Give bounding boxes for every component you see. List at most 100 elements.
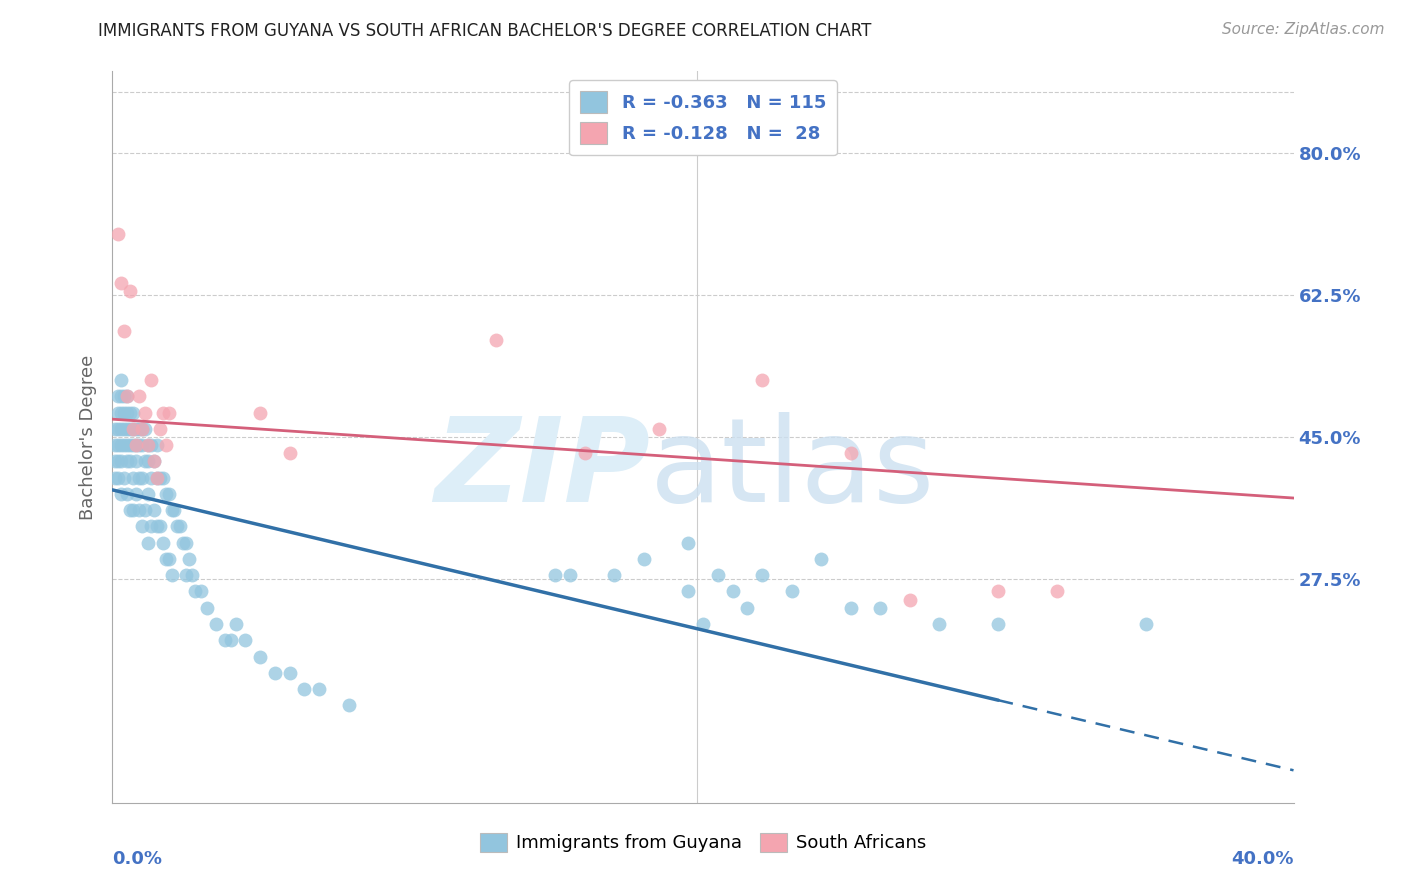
Point — [146, 438, 169, 452]
Point — [928, 617, 950, 632]
Point — [1046, 584, 1069, 599]
Point — [205, 617, 228, 632]
Point — [128, 389, 150, 403]
Point — [155, 552, 177, 566]
Point — [131, 422, 153, 436]
Point — [122, 438, 145, 452]
Point — [142, 454, 165, 468]
Point — [225, 617, 247, 632]
Point — [249, 649, 271, 664]
Point — [181, 568, 204, 582]
Point — [485, 333, 508, 347]
Point — [110, 276, 132, 290]
Point — [155, 438, 177, 452]
Point — [110, 406, 132, 420]
Point — [112, 406, 135, 420]
Point — [603, 568, 626, 582]
Point — [142, 454, 165, 468]
Point — [174, 568, 197, 582]
Point — [107, 422, 129, 436]
Point — [134, 406, 156, 420]
Point — [839, 600, 862, 615]
Point — [117, 389, 138, 403]
Point — [122, 471, 145, 485]
Point — [195, 600, 218, 615]
Point — [131, 519, 153, 533]
Point — [169, 519, 191, 533]
Point — [107, 471, 129, 485]
Point — [117, 406, 138, 420]
Point — [678, 535, 700, 549]
Point — [139, 438, 162, 452]
Point — [125, 438, 148, 452]
Point — [122, 406, 145, 420]
Point — [157, 487, 180, 501]
Point — [107, 227, 129, 241]
Point — [163, 503, 186, 517]
Point — [149, 422, 172, 436]
Point — [160, 568, 183, 582]
Point — [117, 487, 138, 501]
Point — [107, 438, 129, 452]
Point — [104, 471, 127, 485]
Point — [139, 471, 162, 485]
Point — [721, 584, 744, 599]
Point — [112, 438, 135, 452]
Text: atlas: atlas — [650, 412, 935, 527]
Point — [898, 592, 921, 607]
Point — [110, 454, 132, 468]
Point — [139, 373, 162, 387]
Point — [125, 454, 148, 468]
Point — [152, 406, 174, 420]
Point — [107, 389, 129, 403]
Point — [131, 471, 153, 485]
Point — [128, 471, 150, 485]
Point — [122, 422, 145, 436]
Point — [120, 406, 142, 420]
Point — [869, 600, 891, 615]
Point — [107, 454, 129, 468]
Point — [157, 552, 180, 566]
Point — [110, 373, 132, 387]
Point — [1135, 617, 1157, 632]
Point — [751, 373, 773, 387]
Point — [633, 552, 655, 566]
Point — [117, 454, 138, 468]
Legend: Immigrants from Guyana, South Africans: Immigrants from Guyana, South Africans — [472, 826, 934, 860]
Point — [134, 454, 156, 468]
Point — [131, 422, 153, 436]
Point — [120, 454, 142, 468]
Point — [692, 617, 714, 632]
Point — [751, 568, 773, 582]
Point — [120, 438, 142, 452]
Point — [647, 422, 671, 436]
Point — [219, 633, 242, 648]
Point — [172, 535, 194, 549]
Point — [249, 406, 271, 420]
Point — [104, 422, 127, 436]
Text: Source: ZipAtlas.com: Source: ZipAtlas.com — [1222, 22, 1385, 37]
Point — [117, 389, 138, 403]
Point — [125, 438, 148, 452]
Point — [125, 487, 148, 501]
Text: ZIP: ZIP — [434, 412, 650, 527]
Point — [987, 584, 1010, 599]
Point — [308, 681, 330, 696]
Point — [112, 389, 135, 403]
Point — [292, 681, 315, 696]
Text: 0.0%: 0.0% — [112, 850, 163, 868]
Point — [104, 454, 127, 468]
Point — [136, 438, 159, 452]
Point — [574, 446, 596, 460]
Point — [987, 617, 1010, 632]
Point — [146, 519, 169, 533]
Point — [190, 584, 212, 599]
Point — [136, 535, 159, 549]
Point — [839, 446, 862, 460]
Point — [737, 600, 759, 615]
Point — [112, 422, 135, 436]
Point — [166, 519, 188, 533]
Point — [110, 487, 132, 501]
Point — [134, 503, 156, 517]
Point — [184, 584, 207, 599]
